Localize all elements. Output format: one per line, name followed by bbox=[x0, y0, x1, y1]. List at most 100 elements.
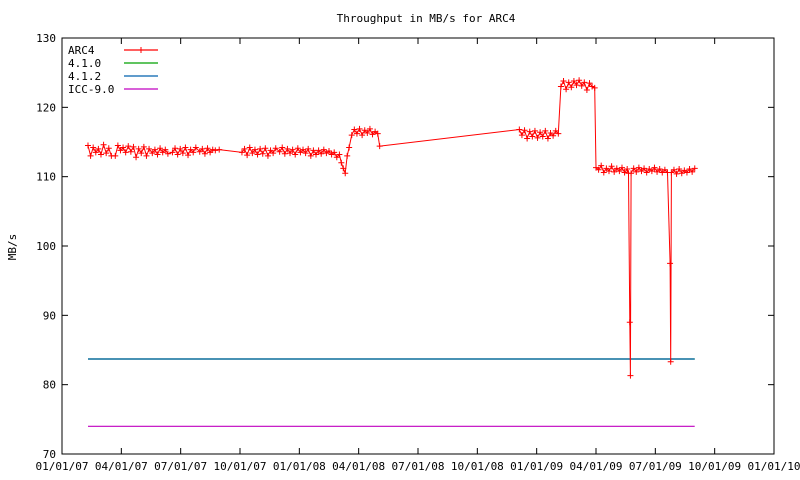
data-point-arc4 bbox=[149, 150, 156, 157]
data-point-arc4 bbox=[668, 169, 675, 176]
data-point-arc4 bbox=[673, 170, 680, 177]
data-point-arc4 bbox=[560, 77, 567, 84]
data-point-arc4 bbox=[369, 131, 376, 138]
data-point-arc4 bbox=[659, 169, 666, 176]
data-point-arc4 bbox=[294, 145, 301, 152]
data-point-arc4 bbox=[686, 166, 693, 173]
data-point-arc4 bbox=[270, 150, 277, 157]
data-point-arc4 bbox=[272, 145, 279, 152]
data-point-arc4 bbox=[603, 165, 610, 172]
data-point-arc4 bbox=[172, 145, 179, 152]
data-point-arc4 bbox=[340, 165, 347, 172]
x-tick-label: 01/01/10 bbox=[748, 460, 800, 473]
data-point-arc4 bbox=[276, 148, 283, 155]
data-point-arc4 bbox=[529, 133, 536, 140]
data-point-arc4 bbox=[251, 146, 258, 153]
data-point-arc4 bbox=[605, 168, 612, 175]
data-point-arc4 bbox=[92, 149, 99, 156]
data-point-arc4 bbox=[346, 144, 353, 151]
data-point-arc4 bbox=[648, 168, 655, 175]
y-tick-label: 100 bbox=[36, 240, 56, 253]
legend-label-4-1-2: 4.1.2 bbox=[68, 70, 101, 83]
data-point-arc4 bbox=[259, 150, 266, 157]
data-point-arc4 bbox=[169, 149, 176, 156]
data-point-arc4 bbox=[342, 170, 349, 177]
data-point-arc4 bbox=[691, 165, 698, 172]
data-point-arc4 bbox=[95, 145, 102, 152]
data-point-arc4 bbox=[262, 145, 269, 152]
x-tick-label: 07/01/09 bbox=[629, 460, 682, 473]
data-point-arc4 bbox=[249, 150, 256, 157]
legend-label-arc4: ARC4 bbox=[68, 44, 95, 57]
data-point-arc4 bbox=[633, 168, 640, 175]
data-point-arc4 bbox=[302, 150, 309, 157]
data-point-arc4 bbox=[112, 152, 119, 159]
data-point-arc4 bbox=[689, 168, 696, 175]
x-tick-label: 01/01/08 bbox=[273, 460, 326, 473]
y-axis-label: MB/s bbox=[6, 234, 19, 261]
y-tick-label: 110 bbox=[36, 171, 56, 184]
data-point-arc4 bbox=[315, 147, 322, 154]
data-point-arc4 bbox=[618, 164, 625, 171]
data-point-arc4 bbox=[97, 151, 104, 158]
data-point-arc4 bbox=[683, 169, 690, 176]
data-point-arc4 bbox=[356, 125, 363, 132]
data-point-arc4 bbox=[573, 82, 580, 89]
data-point-arc4 bbox=[297, 149, 304, 156]
data-point-arc4 bbox=[151, 146, 158, 153]
data-point-arc4 bbox=[353, 130, 360, 137]
y-tick-label: 130 bbox=[36, 32, 56, 45]
data-point-arc4 bbox=[114, 142, 121, 149]
data-point-arc4 bbox=[84, 142, 91, 149]
x-tick-label: 01/01/07 bbox=[36, 460, 89, 473]
data-point-arc4 bbox=[518, 132, 525, 139]
data-point-arc4 bbox=[238, 149, 245, 156]
data-point-arc4 bbox=[667, 260, 674, 267]
data-point-arc4 bbox=[526, 128, 533, 135]
data-point-arc4 bbox=[570, 77, 577, 84]
data-point-arc4 bbox=[310, 147, 317, 154]
data-point-arc4 bbox=[651, 164, 658, 171]
data-point-arc4 bbox=[531, 127, 538, 134]
data-point-arc4 bbox=[326, 148, 332, 155]
data-point-arc4 bbox=[244, 152, 251, 159]
data-point-arc4 bbox=[187, 146, 194, 153]
data-point-arc4 bbox=[611, 168, 618, 175]
x-tick-label: 04/01/08 bbox=[332, 460, 385, 473]
data-point-arc4 bbox=[313, 151, 320, 158]
x-tick-label: 04/01/07 bbox=[95, 460, 148, 473]
data-point-arc4 bbox=[90, 144, 97, 151]
data-point-arc4 bbox=[196, 148, 203, 155]
data-point-arc4 bbox=[279, 144, 286, 151]
x-tick-label: 10/01/09 bbox=[688, 460, 741, 473]
data-point-arc4 bbox=[591, 84, 598, 91]
data-point-arc4 bbox=[307, 152, 314, 159]
data-point-arc4 bbox=[621, 169, 628, 176]
x-tick-label: 10/01/07 bbox=[214, 460, 267, 473]
data-point-arc4 bbox=[241, 145, 248, 152]
data-point-arc4 bbox=[135, 145, 142, 152]
data-point-arc4 bbox=[598, 162, 605, 169]
data-point-arc4 bbox=[542, 127, 549, 134]
data-point-arc4 bbox=[635, 164, 642, 171]
data-point-arc4 bbox=[608, 163, 615, 170]
data-point-arc4 bbox=[613, 165, 620, 172]
data-point-arc4 bbox=[656, 166, 663, 173]
data-point-arc4 bbox=[199, 145, 206, 152]
data-point-arc4 bbox=[154, 151, 161, 158]
data-point-arc4 bbox=[667, 358, 674, 365]
y-tick-label: 90 bbox=[43, 309, 56, 322]
chart-title: Throughput in MB/s for ARC4 bbox=[337, 12, 516, 25]
data-point-arc4 bbox=[157, 145, 164, 152]
data-point-arc4 bbox=[267, 147, 274, 154]
data-point-arc4 bbox=[174, 151, 181, 158]
data-point-arc4 bbox=[539, 133, 546, 140]
data-point-arc4 bbox=[125, 143, 132, 150]
data-point-arc4 bbox=[630, 165, 637, 172]
data-point-arc4 bbox=[547, 129, 554, 136]
data-point-arc4 bbox=[557, 83, 564, 90]
data-point-arc4 bbox=[264, 152, 271, 159]
data-point-arc4 bbox=[351, 126, 358, 133]
data-point-arc4 bbox=[670, 166, 677, 173]
